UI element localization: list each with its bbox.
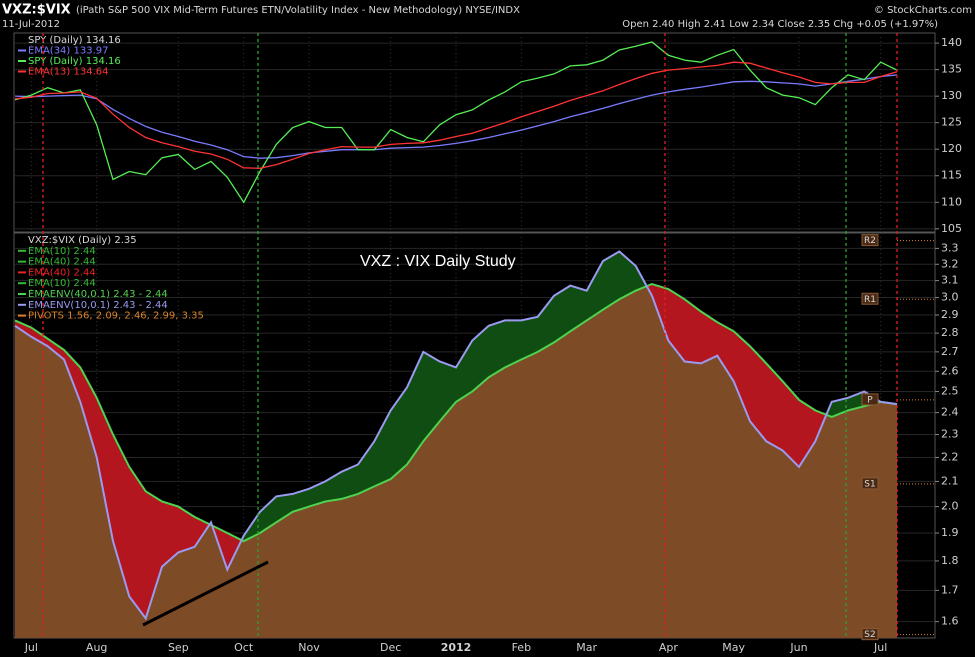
y-tick-label: 1.7 xyxy=(941,583,959,596)
legend-swatch xyxy=(18,249,26,252)
x-tick-label: Jul xyxy=(24,641,38,654)
pivot-label: R2 xyxy=(864,236,876,246)
y-tick-label: 2.3 xyxy=(941,428,959,441)
pivot-label: S1 xyxy=(864,479,875,489)
x-tick-label: Sep xyxy=(168,641,189,654)
y-tick-label: 115 xyxy=(941,169,962,182)
y-tick-label: 2.7 xyxy=(941,345,959,358)
y-tick-label: 1.6 xyxy=(941,615,959,628)
y-tick-label: 2.9 xyxy=(941,308,959,321)
legend-label: EMA(10) 2.44 xyxy=(28,246,96,257)
description: (iPath S&P 500 VIX Mid-Term Futures ETN/… xyxy=(76,5,520,16)
legend-label: PIVOTS 1.56, 2.09, 2.46, 2.99, 3.35 xyxy=(28,311,204,322)
symbol: VXZ:$VIX xyxy=(2,3,71,18)
trend-line xyxy=(142,560,269,627)
series-line xyxy=(14,282,898,543)
legend-swatch xyxy=(18,282,26,285)
legend-label: EMAENV(40,0.1) 2.43 - 2.44 xyxy=(28,289,168,300)
series-line xyxy=(14,74,898,159)
y-tick-label: 3.1 xyxy=(941,274,959,287)
y-tick-label: 2.5 xyxy=(941,385,959,398)
pivot-box xyxy=(861,393,879,406)
quote: Open 2.40 High 2.41 Low 2.34 Close 2.35 … xyxy=(622,19,938,30)
x-tick-label: Oct xyxy=(234,641,254,654)
legend-swatch xyxy=(18,293,26,295)
legend-label: SPY (Daily) 134.16 xyxy=(28,56,121,67)
legend-label: EMA(10) 2.44 xyxy=(28,278,96,289)
chart-title: VXZ : VIX Daily Study xyxy=(360,253,516,270)
y-tick-label: 105 xyxy=(941,222,962,235)
y-tick-label: 3.0 xyxy=(941,291,959,304)
panel-label: SPY (Daily) 134.16 xyxy=(28,35,121,46)
y-tick-label: 110 xyxy=(941,195,962,208)
x-tick-label: Dec xyxy=(380,641,401,654)
series-line xyxy=(14,41,898,204)
legend-swatch xyxy=(18,70,26,73)
x-tick-label: Aug xyxy=(86,641,107,654)
y-tick-label: 2.1 xyxy=(941,474,959,487)
x-tick-label: Jun xyxy=(789,641,807,654)
y-tick-label: 125 xyxy=(941,116,962,129)
y-tick-label: 3.3 xyxy=(941,241,959,254)
legend-swatch xyxy=(18,60,26,62)
panel-frame xyxy=(13,32,936,233)
pivot-box xyxy=(861,628,879,641)
x-tick-label: Apr xyxy=(659,641,679,654)
y-tick-label: 1.8 xyxy=(941,554,959,567)
legend-label: EMA(40) 2.44 xyxy=(28,257,96,268)
y-tick-label: 130 xyxy=(941,89,962,102)
series-line xyxy=(14,250,898,621)
y-tick-label: 2.0 xyxy=(941,500,959,513)
pivot-label: S2 xyxy=(864,630,875,640)
y-tick-label: 2.8 xyxy=(941,326,959,339)
x-tick-label: May xyxy=(722,641,745,654)
legend-swatch xyxy=(18,49,26,52)
y-tick-label: 2.2 xyxy=(941,450,959,463)
x-tick-label: Mar xyxy=(576,641,597,654)
pivot-label: P xyxy=(867,395,873,405)
legend-label: EMAENV(10,0.1) 2.43 - 2.44 xyxy=(28,300,168,311)
legend-swatch xyxy=(18,260,26,263)
legend-swatch xyxy=(18,303,26,306)
pivot-box xyxy=(861,292,879,305)
x-tick-label: Feb xyxy=(512,641,531,654)
series-line xyxy=(14,61,898,169)
legend-label: EMA(13) 134.64 xyxy=(28,67,108,78)
y-tick-label: 2.4 xyxy=(941,406,959,419)
x-tick-label: Jul xyxy=(873,641,887,654)
y-tick-label: 140 xyxy=(941,36,962,49)
pivot-box xyxy=(861,477,879,490)
date: 11-Jul-2012 xyxy=(2,19,60,30)
pivot-label: R1 xyxy=(864,295,876,305)
y-tick-label: 135 xyxy=(941,63,962,76)
pivot-box xyxy=(861,234,879,247)
y-tick-label: 2.6 xyxy=(941,364,959,377)
legend-label: EMA(40) 2.44 xyxy=(28,267,96,278)
y-tick-label: 120 xyxy=(941,142,962,155)
legend-label: EMA(34) 133.97 xyxy=(28,46,108,57)
y-tick-label: 3.2 xyxy=(941,257,959,270)
x-tick-label: Nov xyxy=(298,641,320,654)
panel-label: VXZ:$VIX (Daily) 2.35 xyxy=(28,235,137,246)
credit: © StockCharts.com xyxy=(874,5,972,16)
y-tick-label: 1.9 xyxy=(941,526,959,539)
legend-swatch xyxy=(18,271,26,274)
x-tick-label: 2012 xyxy=(441,641,472,654)
below-band xyxy=(15,284,897,619)
legend-swatch xyxy=(18,314,26,317)
